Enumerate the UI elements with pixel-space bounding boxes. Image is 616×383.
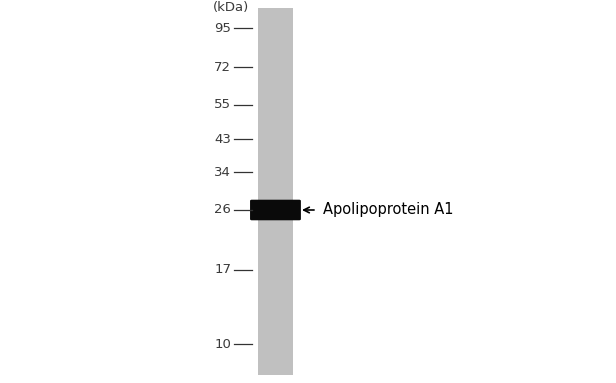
FancyBboxPatch shape bbox=[250, 200, 301, 220]
Text: 72: 72 bbox=[214, 61, 231, 74]
Text: 26: 26 bbox=[214, 203, 231, 216]
Text: 17: 17 bbox=[214, 263, 231, 276]
Text: 34: 34 bbox=[214, 166, 231, 179]
Text: (kDa): (kDa) bbox=[213, 0, 249, 13]
Text: Apolipoprotein A1: Apolipoprotein A1 bbox=[323, 203, 453, 218]
Text: 55: 55 bbox=[214, 98, 231, 111]
Text: 95: 95 bbox=[214, 22, 231, 35]
Bar bbox=[257, 8, 293, 375]
Text: 43: 43 bbox=[214, 133, 231, 146]
Text: 10: 10 bbox=[214, 337, 231, 350]
